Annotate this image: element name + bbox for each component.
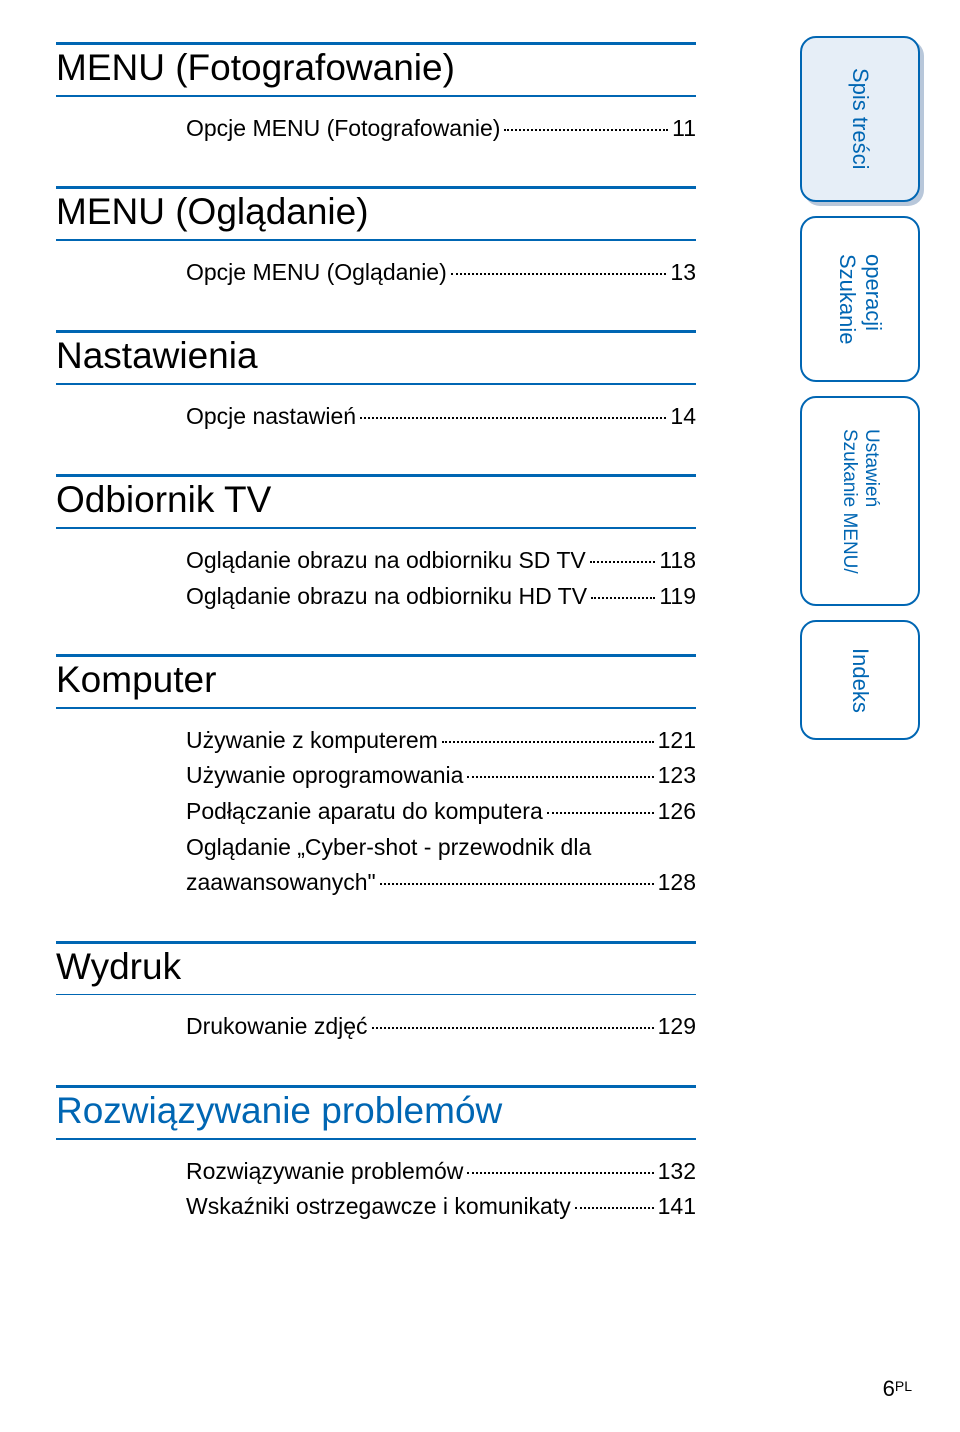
entry-page: 129 xyxy=(658,1009,696,1045)
section-title: Komputer xyxy=(56,657,696,707)
tab-szukanie-menu[interactable]: UstawieńSzukanie MENU/ xyxy=(800,396,920,606)
entry-page: 123 xyxy=(658,758,696,794)
entry-page: 141 xyxy=(658,1189,696,1225)
page-num: 6 xyxy=(883,1376,895,1401)
leader-dots xyxy=(380,883,654,885)
section-title: Rozwiązywanie problemów xyxy=(56,1088,696,1138)
entry-label-line1: Oglądanie „Cyber-shot - przewodnik dla xyxy=(186,830,696,866)
leader-dots xyxy=(442,741,654,743)
leader-dots xyxy=(360,417,666,419)
tab-label: Indeks xyxy=(847,648,873,713)
entries: Rozwiązywanie problemów 132 Wskaźniki os… xyxy=(56,1140,696,1243)
toc-entry[interactable]: Rozwiązywanie problemów 132 xyxy=(186,1154,696,1190)
leader-dots xyxy=(591,597,655,599)
entry-page: 118 xyxy=(659,543,696,579)
entry-page: 132 xyxy=(658,1154,696,1190)
section-nastawienia: Nastawienia Opcje nastawień 14 xyxy=(56,330,696,452)
section-title: MENU (Fotografowanie) xyxy=(56,45,696,95)
toc-entry[interactable]: Wskaźniki ostrzegawcze i komunikaty 141 xyxy=(186,1189,696,1225)
leader-dots xyxy=(451,273,667,275)
tab-label: UstawieńSzukanie MENU/ xyxy=(838,429,882,574)
entry-label-line2: zaawansowanych" xyxy=(186,865,376,901)
toc-entry[interactable]: Opcje MENU (Oglądanie) 13 xyxy=(186,255,696,291)
toc-entry[interactable]: Opcje MENU (Fotografowanie) 11 xyxy=(186,111,696,147)
entry-label: Używanie oprogramowania xyxy=(186,758,463,794)
toc-entry[interactable]: Podłączanie aparatu do komputera 126 xyxy=(186,794,696,830)
entries: Opcje MENU (Fotografowanie) 11 xyxy=(56,97,696,165)
toc-entry[interactable]: Używanie oprogramowania 123 xyxy=(186,758,696,794)
entries: Używanie z komputerem 121 Używanie oprog… xyxy=(56,709,696,919)
entries: Opcje nastawień 14 xyxy=(56,385,696,453)
entry-page: 11 xyxy=(672,111,696,147)
page: MENU (Fotografowanie) Opcje MENU (Fotogr… xyxy=(0,0,960,1432)
section-odbiornik-tv: Odbiornik TV Oglądanie obrazu na odbiorn… xyxy=(56,474,696,632)
entry-label: Oglądanie obrazu na odbiorniku HD TV xyxy=(186,579,587,615)
toc-entry[interactable]: Drukowanie zdjęć 129 xyxy=(186,1009,696,1045)
entry-label: Podłączanie aparatu do komputera xyxy=(186,794,543,830)
leader-dots xyxy=(504,129,668,131)
content-column: MENU (Fotografowanie) Opcje MENU (Fotogr… xyxy=(56,42,696,1243)
section-title: Wydruk xyxy=(56,944,696,994)
section-wydruk: Wydruk Drukowanie zdjęć 129 xyxy=(56,941,696,1063)
tab-label: operacjiSzukanie xyxy=(834,254,886,345)
page-lang: PL xyxy=(895,1378,912,1394)
leader-dots xyxy=(467,1172,653,1174)
entry-page: 14 xyxy=(670,399,696,435)
section-title: Odbiornik TV xyxy=(56,477,696,527)
entry-page: 119 xyxy=(659,579,696,615)
entry-label: Wskaźniki ostrzegawcze i komunikaty xyxy=(186,1189,571,1225)
entry-label: Opcje MENU (Fotografowanie) xyxy=(186,111,500,147)
sidebar-tabs: Spis treści operacjiSzukanie UstawieńSzu… xyxy=(800,36,920,754)
entries: Oglądanie obrazu na odbiorniku SD TV 118… xyxy=(56,529,696,632)
leader-dots xyxy=(547,812,654,814)
leader-dots xyxy=(575,1207,654,1209)
toc-entry[interactable]: Oglądanie obrazu na odbiorniku SD TV 118 xyxy=(186,543,696,579)
leader-dots xyxy=(467,776,653,778)
entry-page: 128 xyxy=(658,865,696,901)
toc-entry[interactable]: Oglądanie „Cyber-shot - przewodnik dla z… xyxy=(186,830,696,901)
section-title: MENU (Oglądanie) xyxy=(56,189,696,239)
toc-entry[interactable]: Opcje nastawień 14 xyxy=(186,399,696,435)
section-title: Nastawienia xyxy=(56,333,696,383)
tab-label: Spis treści xyxy=(847,68,873,169)
tab-szukanie-operacji[interactable]: operacjiSzukanie xyxy=(800,216,920,382)
section-menu-ogladanie: MENU (Oglądanie) Opcje MENU (Oglądanie) … xyxy=(56,186,696,308)
entry-page: 13 xyxy=(670,255,696,291)
leader-dots xyxy=(590,561,656,563)
section-rozwiazywanie: Rozwiązywanie problemów Rozwiązywanie pr… xyxy=(56,1085,696,1243)
tab-spis-tresci[interactable]: Spis treści xyxy=(800,36,920,202)
section-menu-fotografowanie: MENU (Fotografowanie) Opcje MENU (Fotogr… xyxy=(56,42,696,164)
toc-entry[interactable]: Oglądanie obrazu na odbiorniku HD TV 119 xyxy=(186,579,696,615)
section-komputer: Komputer Używanie z komputerem 121 Używa… xyxy=(56,654,696,919)
entry-label: Drukowanie zdjęć xyxy=(186,1009,368,1045)
leader-dots xyxy=(372,1027,654,1029)
entry-label: Rozwiązywanie problemów xyxy=(186,1154,463,1190)
entry-label: Opcje MENU (Oglądanie) xyxy=(186,255,447,291)
entry-page: 121 xyxy=(658,723,696,759)
entry-label: Używanie z komputerem xyxy=(186,723,438,759)
toc-entry[interactable]: Używanie z komputerem 121 xyxy=(186,723,696,759)
entries: Opcje MENU (Oglądanie) 13 xyxy=(56,241,696,309)
entry-page: 126 xyxy=(658,794,696,830)
tab-indeks[interactable]: Indeks xyxy=(800,620,920,740)
entries: Drukowanie zdjęć 129 xyxy=(56,995,696,1063)
entry-label: Opcje nastawień xyxy=(186,399,356,435)
page-number: 6PL xyxy=(883,1376,912,1402)
entry-label: Oglądanie obrazu na odbiorniku SD TV xyxy=(186,543,586,579)
